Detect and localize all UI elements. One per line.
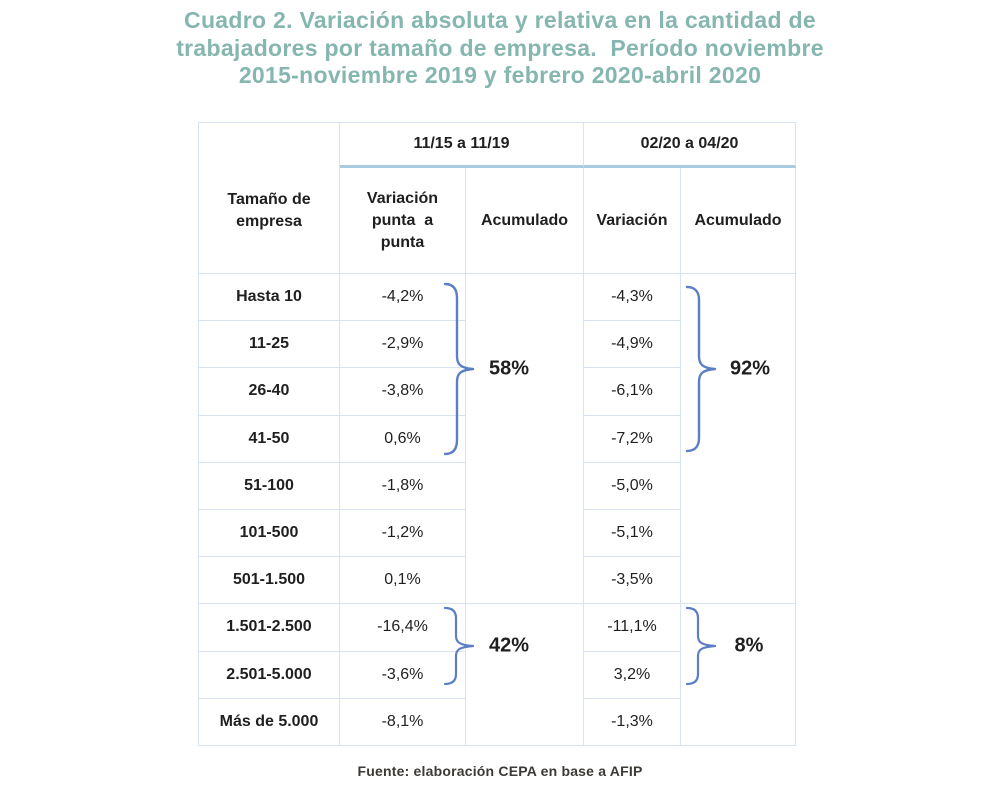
merged-cell-acumulado2-bottom [681, 604, 796, 746]
source-note: Fuente: elaboración CEPA en base a AFIP [357, 763, 643, 779]
cell-var-pp: -3,8% [340, 368, 466, 416]
row-label: 51-100 [199, 462, 340, 510]
curly-brace-icon [685, 285, 717, 453]
data-table: Tamaño de empresa 11/15 a 11/19 02/20 a … [198, 122, 796, 746]
curly-brace-icon [443, 282, 475, 456]
page-title: Cuadro 2. Variación absoluta y relativa … [176, 7, 824, 88]
merged-cell-acumulado2-top [681, 274, 796, 605]
accumulated-8: 8% [734, 634, 764, 657]
cell-var-pp: -16,4% [340, 604, 466, 652]
cell-var-pp: -8,1% [340, 698, 466, 746]
accumulated-58: 58% [488, 357, 530, 380]
cell-var-feb: -5,0% [584, 462, 681, 510]
subheader-acumulado-1: Acumulado [466, 168, 584, 274]
row-label: 501-1.500 [199, 557, 340, 605]
row-label: 101-500 [199, 509, 340, 558]
group-header-period2: 02/20 a 04/20 [584, 123, 796, 168]
merged-cell-acumulado1-bottom [466, 604, 584, 746]
row-label: 26-40 [199, 368, 340, 416]
subheader-variacion-2: Variación [584, 168, 681, 274]
cell-var-pp: -1,8% [340, 462, 466, 510]
accumulated-42: 42% [488, 634, 530, 657]
row-label: Más de 5.000 [199, 698, 340, 746]
accumulated-92: 92% [729, 357, 771, 380]
cell-var-pp: 0,6% [340, 415, 466, 463]
corner-header-line2: empresa [236, 213, 302, 230]
cell-var-pp: -2,9% [340, 321, 466, 369]
curly-brace-icon [685, 606, 717, 686]
merged-cell-acumulado1-top [466, 274, 584, 605]
cell-var-feb: -7,2% [584, 415, 681, 463]
row-label: 2.501-5.000 [199, 651, 340, 699]
corner-header-line1: Tamaño de [227, 191, 311, 208]
cell-var-pp: -4,2% [340, 274, 466, 322]
cell-var-feb: -6,1% [584, 368, 681, 416]
cell-var-pp: 0,1% [340, 557, 466, 605]
cell-var-feb: -11,1% [584, 604, 681, 652]
row-label: 41-50 [199, 415, 340, 463]
cell-var-feb: -4,9% [584, 321, 681, 369]
corner-header: Tamaño de empresa [199, 123, 340, 274]
group-header-period1: 11/15 a 11/19 [340, 123, 584, 168]
cell-var-feb: -4,3% [584, 274, 681, 322]
cell-var-feb: -5,1% [584, 509, 681, 558]
subheader-acumulado-2: Acumulado [681, 168, 796, 274]
row-label: Hasta 10 [199, 274, 340, 322]
row-label: 11-25 [199, 321, 340, 369]
cell-var-pp: -1,2% [340, 509, 466, 558]
subheader-variacion-punta: Variación punta a punta [340, 168, 466, 274]
cell-var-feb: 3,2% [584, 651, 681, 699]
cell-var-pp: -3,6% [340, 651, 466, 699]
subheader-variacion-punta-line3: punta [380, 233, 425, 251]
subheader-variacion-punta-line1: Variación [366, 189, 439, 207]
cell-var-feb: -1,3% [584, 698, 681, 746]
curly-brace-icon [443, 606, 475, 686]
cell-var-feb: -3,5% [584, 557, 681, 605]
row-label: 1.501-2.500 [199, 604, 340, 652]
subheader-variacion-punta-line2: punta a [371, 211, 434, 229]
